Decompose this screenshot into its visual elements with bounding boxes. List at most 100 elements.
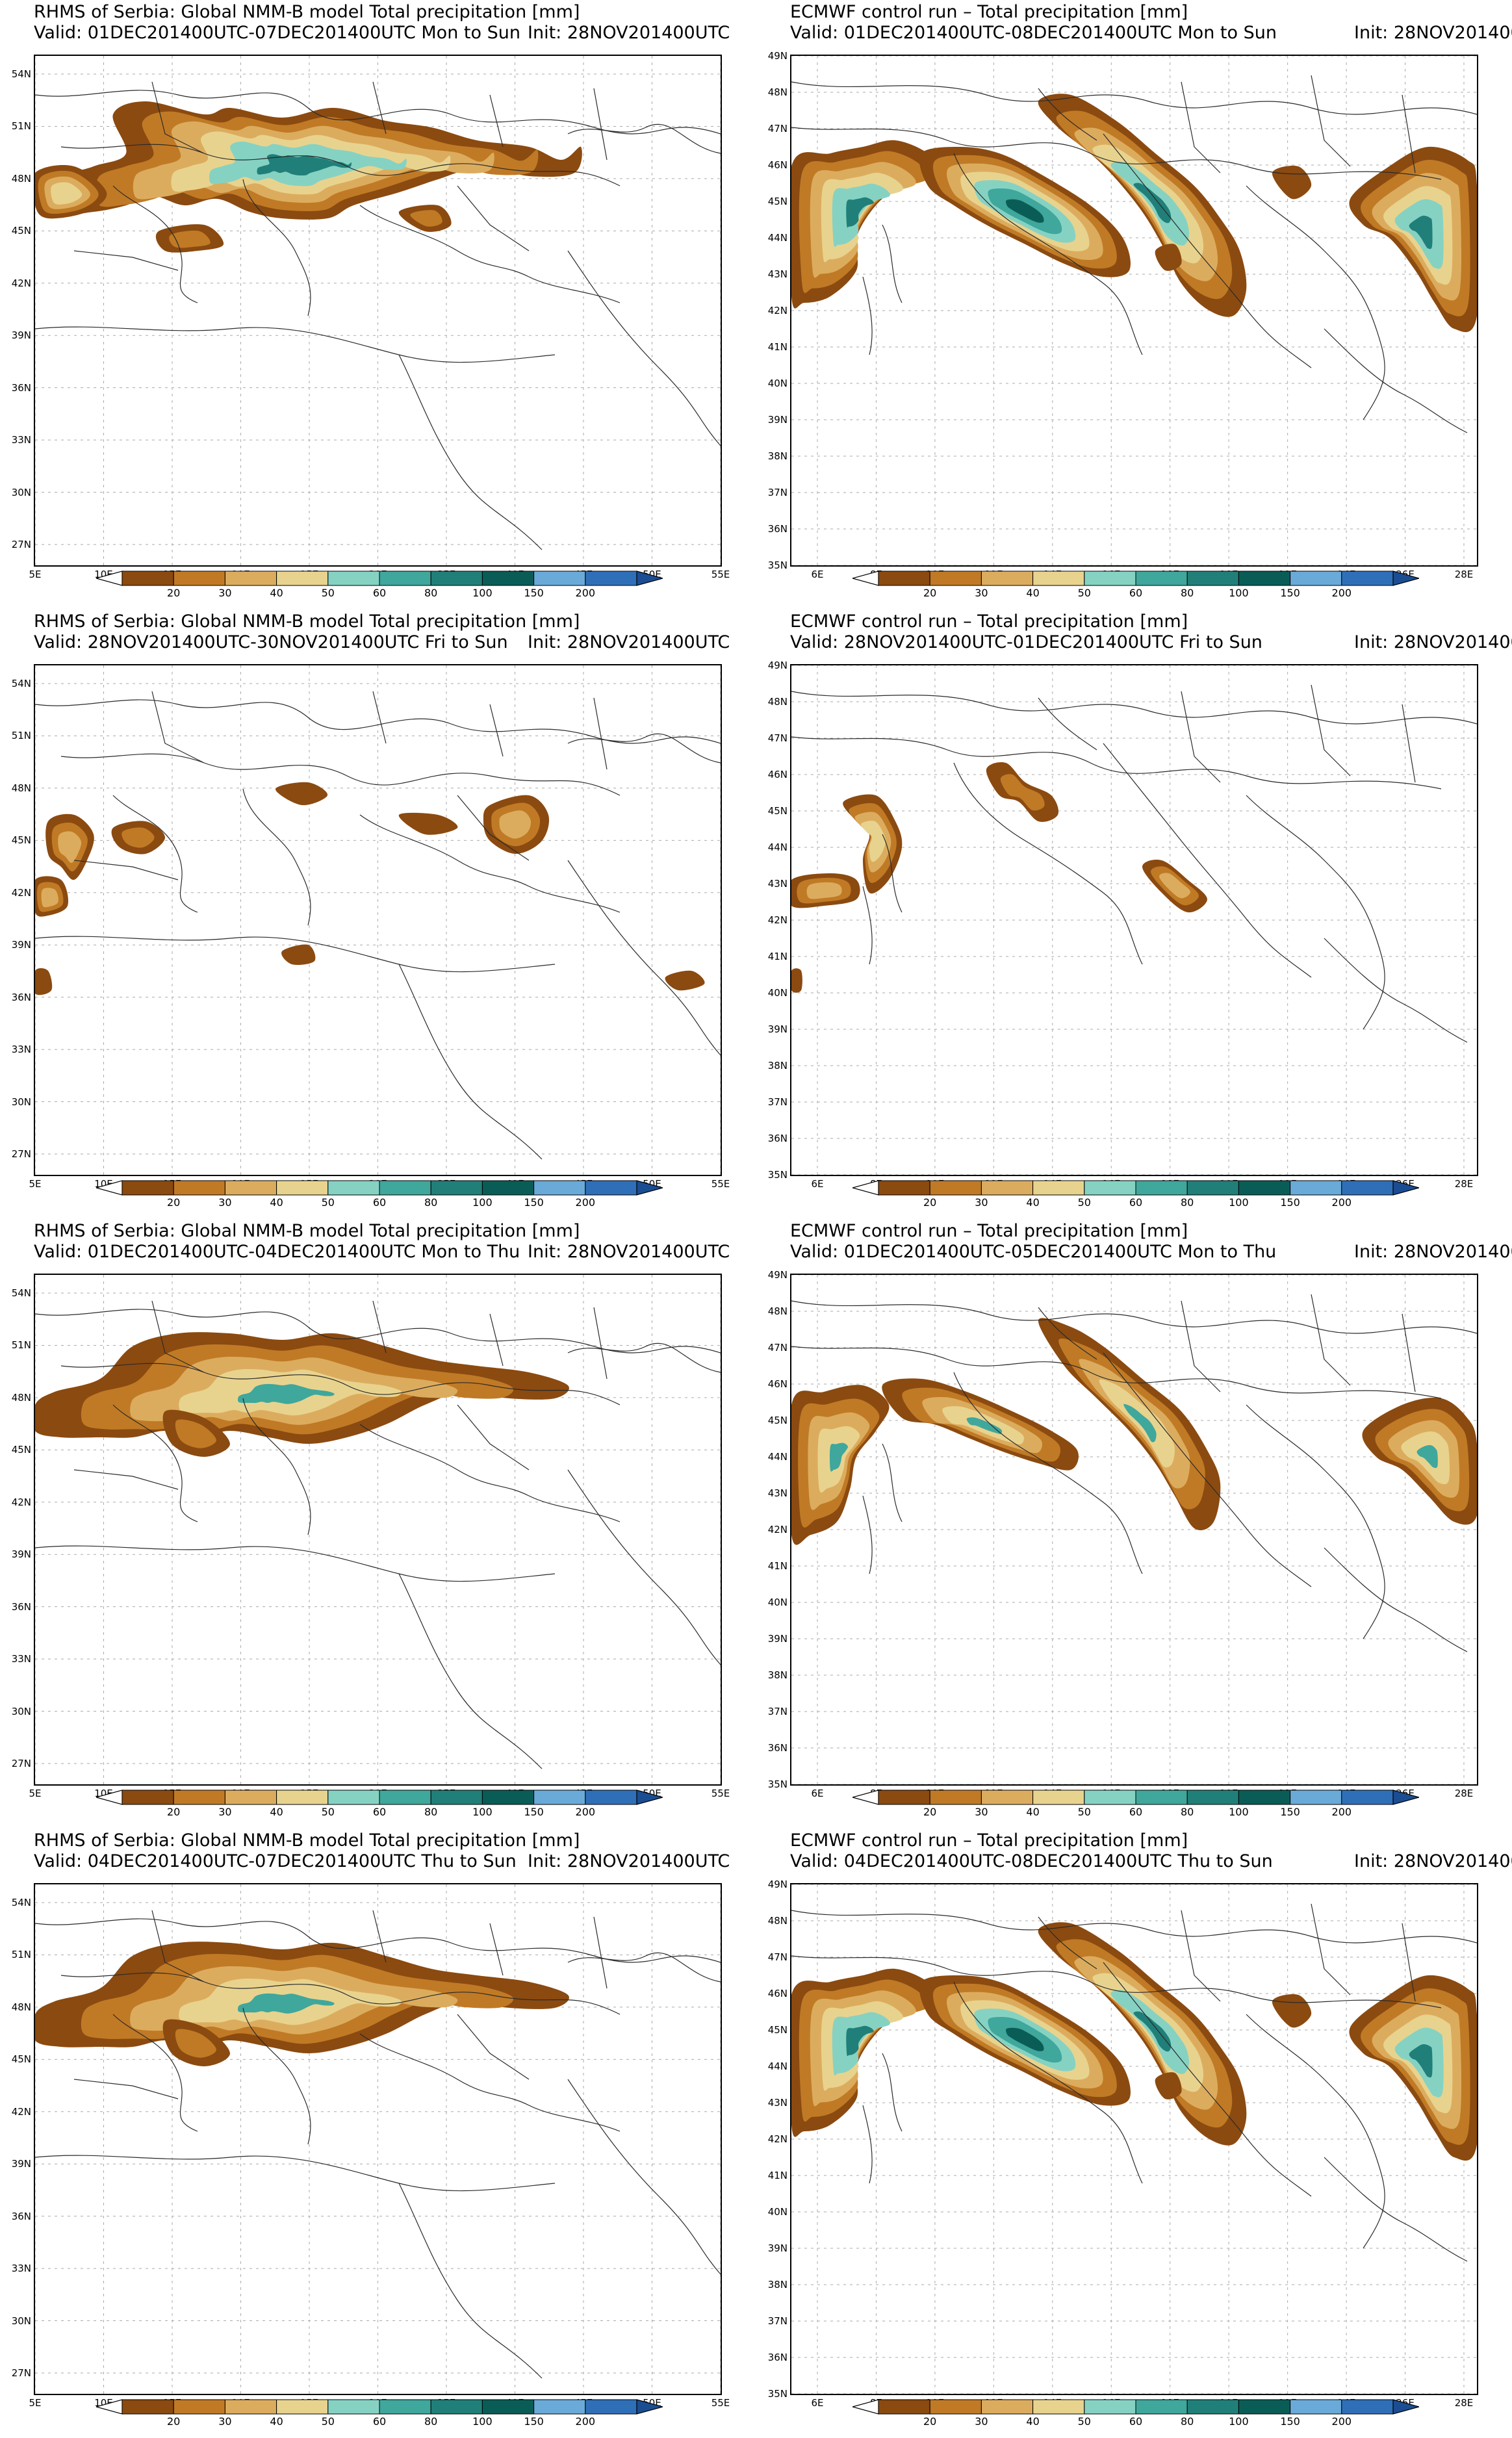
colorbar-low-arrow [852,1180,879,1196]
lon-tick-label: 6E [811,2397,824,2409]
lat-tick-label: 39N [767,1633,788,1645]
colorbar-swatch [122,1790,174,1805]
lat-tick-label: 45N [11,834,31,847]
lat-tick-label: 39N [11,939,31,951]
colorbar-label: 80 [1181,1806,1194,1818]
country-borders [791,75,1477,433]
colorbar-label: 100 [1229,1806,1249,1818]
colorbar-label: 50 [321,587,335,599]
lon-tick-label: 5E [29,1788,42,1799]
country-borders [35,1300,721,1769]
colorbar-label: 30 [218,2415,232,2428]
lat-tick-label: 54N [11,1897,31,1908]
colorbar-swatch [173,2399,225,2415]
colorbar-label: 60 [1129,2415,1143,2428]
lat-tick-label: 46N [767,1378,788,1390]
lat-tick-label: 51N [11,1949,31,1961]
map-frame [790,55,1478,567]
precip-contour [1099,1379,1175,1468]
lat-tick-label: 44N [767,2060,788,2072]
colorbar-swatch [1186,1180,1239,1196]
lat-tick-label: 44N [767,1451,788,1463]
lon-tick-label: 28E [1454,2397,1474,2409]
colorbar-high-arrow [636,1790,663,1805]
lon-tick-label: 28E [1454,1788,1474,1799]
panel-title: RHMS of Serbia: Global NMM-B model Total… [34,2,580,22]
colorbar-swatch [224,571,277,586]
colorbar-swatch [1238,1790,1291,1805]
colorbar-swatch [1290,1790,1342,1805]
precip-core [846,197,874,228]
colorbar-swatch [481,2399,535,2415]
colorbar-label: 200 [575,2415,596,2428]
map-canvas [35,1275,721,1784]
colorbar-swatch [980,2399,1034,2415]
lat-tick-label: 41N [767,951,788,962]
colorbar-swatch [929,1180,982,1196]
country-borders [791,684,1477,1043]
lat-tick-label: 37N [767,1096,788,1108]
colorbar-label: 100 [1229,1196,1249,1209]
colorbar-low-arrow [852,571,879,586]
valid-period: Valid: 04DEC201400UTC-08DEC201400UTC Thu… [790,1851,1273,1871]
colorbar-label: 150 [1280,587,1300,599]
colorbar-label: 60 [1129,587,1143,599]
lat-tick-label: 30N [11,2315,31,2327]
colorbar-swatch [173,1790,225,1805]
colorbar-swatch [1341,2399,1394,2415]
precip-contour [175,1419,216,1448]
lat-tick-label: 43N [767,268,788,280]
precip-contour [41,888,58,908]
colorbar-swatch [327,1180,380,1196]
lat-tick-label: 51N [11,120,31,133]
colorbar-label: 40 [1026,587,1040,599]
colorbar-label: 20 [923,587,937,599]
colorbar [96,1180,663,1196]
lat-tick-label: 48N [11,2001,31,2013]
colorbar-swatch [481,571,535,586]
lat-tick-label: 39N [767,414,788,426]
init-time: Init: 28NOV201400UTC [1354,1851,1512,1871]
lon-tick-label: 5E [29,1178,42,1190]
colorbar-swatch [1135,1180,1188,1196]
colorbar-swatch [1135,571,1188,586]
precip-contour [860,821,886,862]
precip-contour [665,970,705,991]
lat-tick-label: 36N [11,381,31,394]
lat-tick-label: 36N [767,1133,788,1144]
precip-core [1409,2044,1433,2078]
lat-tick-label: 49N [767,50,788,62]
lat-tick-label: 42N [11,1496,31,1508]
colorbar-label: 50 [1077,1806,1091,1818]
map-panel-rhms-3: RHMS of Serbia: Global NMM-B model Total… [0,1219,756,1828]
lat-tick-label: 45N [11,2053,31,2066]
precip-core [966,1417,1003,1434]
colorbar-high-arrow [636,1180,663,1196]
colorbar-swatch [276,571,329,586]
lat-tick-label: 36N [11,1600,31,1613]
colorbar-label: 80 [424,587,438,599]
precip-contour [410,210,442,227]
lat-tick-label: 33N [11,434,31,446]
lat-tick-label: 27N [11,2367,31,2379]
colorbar-swatch [1186,1790,1239,1805]
colorbar [96,1790,663,1805]
colorbar-label: 60 [372,1196,387,1209]
colorbar [852,2399,1419,2415]
map-panel-ecmwf-1: ECMWF control run – Total precipitation … [756,0,1512,610]
precip-contour [175,2029,216,2058]
lat-tick-label: 48N [767,1915,788,1927]
lat-tick-label: 35N [767,1778,788,1790]
colorbar-swatch [430,571,483,586]
lat-tick-label: 38N [767,1060,788,1071]
colorbar-label: 200 [575,1196,596,1209]
lon-tick-label: 55E [711,2397,730,2409]
colorbar-swatch [276,1180,329,1196]
lat-tick-label: 45N [767,196,788,207]
colorbar-label: 20 [923,2415,937,2428]
colorbar-label: 150 [1280,1806,1300,1818]
colorbar-swatch [1238,571,1291,586]
lat-tick-label: 30N [11,486,31,498]
precipitation-field [35,1942,569,2066]
colorbar-low-arrow [96,1180,123,1196]
